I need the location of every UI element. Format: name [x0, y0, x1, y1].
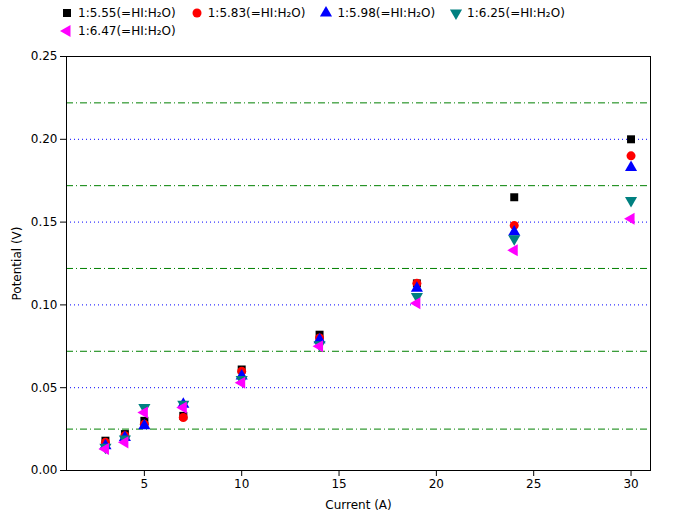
svg-text:0.20: 0.20 — [31, 132, 58, 146]
svg-text:0.00: 0.00 — [31, 463, 58, 477]
svg-text:0.10: 0.10 — [31, 298, 58, 312]
svg-text:30: 30 — [623, 477, 638, 491]
html-text:1:6.25(=HI:H₂O): 1:6.25(=HI:H₂O) — [467, 6, 565, 20]
svg-text:5: 5 — [141, 477, 149, 491]
svg-text:0.25: 0.25 — [31, 49, 58, 63]
html-text:1:5.98(=HI:H₂O): 1:5.98(=HI:H₂O) — [337, 6, 436, 20]
svg-text:0.05: 0.05 — [31, 381, 58, 395]
html-text:1:6.47(=HI:H₂O): 1:6.47(=HI:H₂O) — [78, 24, 176, 38]
svg-text:Potential (V): Potential (V) — [10, 227, 24, 301]
svg-text:15: 15 — [331, 477, 346, 491]
svg-text:10: 10 — [234, 477, 249, 491]
html-text:1:5.83(=HI:H₂O): 1:5.83(=HI:H₂O) — [207, 6, 306, 20]
svg-text:0.15: 0.15 — [31, 215, 58, 229]
svg-text:25: 25 — [526, 477, 541, 491]
svg-text:Current (A): Current (A) — [325, 498, 391, 512]
html-text:1:5.55(=HI:H₂O): 1:5.55(=HI:H₂O) — [78, 6, 176, 20]
svg-text:20: 20 — [429, 477, 444, 491]
